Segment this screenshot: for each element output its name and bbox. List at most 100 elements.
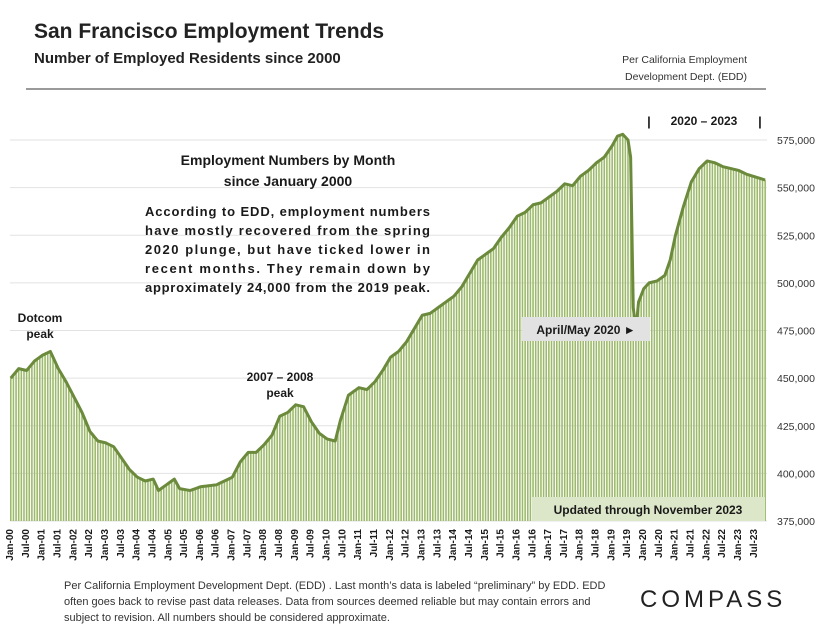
bar-month-162 <box>437 307 439 521</box>
bar-month-107 <box>292 407 294 521</box>
bar-month-190 <box>511 223 513 521</box>
bar-month-82 <box>226 479 228 521</box>
bar-month-250 <box>669 260 671 521</box>
bar-month-85 <box>234 472 236 521</box>
bar-month-30 <box>89 431 91 521</box>
bar-month-259 <box>693 177 695 521</box>
bar-month-139 <box>376 378 379 522</box>
x-tick-label-37: Jul-18 <box>591 529 602 558</box>
bar-month-9 <box>33 360 36 521</box>
bar-month-86 <box>236 467 239 521</box>
bar-month-105 <box>286 412 289 521</box>
bar-month-236 <box>632 307 635 521</box>
bar-month-76 <box>210 485 213 521</box>
bar-month-126 <box>342 411 344 521</box>
bar-month-5 <box>23 369 25 521</box>
x-tick-label-25: Jul-12 <box>401 529 412 558</box>
y-tick-label-7: 550,000 <box>777 183 815 195</box>
bar-month-96 <box>263 444 265 521</box>
bar-month-111 <box>302 406 305 521</box>
bar-month-39 <box>112 446 115 521</box>
trend-line <box>9 132 766 493</box>
bar-month-195 <box>524 212 526 521</box>
bar-month-16 <box>52 357 54 521</box>
bar-month-33 <box>97 440 99 521</box>
x-tick-label-42: Jan-21 <box>670 529 681 561</box>
x-tick-label-43: Jul-21 <box>686 529 697 558</box>
bar-month-197 <box>529 207 532 521</box>
bar-month-215 <box>577 179 579 521</box>
bar-month-244 <box>653 281 656 521</box>
bar-month-19 <box>60 373 62 521</box>
bar-month-25 <box>75 402 78 521</box>
x-tick-label-26: Jan-13 <box>416 529 427 561</box>
bar-month-279 <box>745 174 748 522</box>
bar-month-213 <box>571 185 574 521</box>
bar-month-44 <box>126 465 128 521</box>
chart-headline-line-1: Employment Numbers by Month <box>181 152 396 168</box>
bar-month-185 <box>497 240 500 521</box>
bar-month-143 <box>387 361 389 521</box>
bar-month-254 <box>679 216 682 521</box>
bar-month-219 <box>587 170 590 522</box>
bar-month-14 <box>46 352 49 521</box>
bar-month-47 <box>133 474 136 521</box>
bar-month-220 <box>590 167 592 521</box>
x-tick-label-18: Jan-09 <box>290 529 301 561</box>
footer-disclaimer: Per California Employment Development De… <box>64 580 606 624</box>
bar-month-268 <box>716 164 719 521</box>
bar-month-251 <box>672 247 674 521</box>
bar-month-166 <box>447 300 450 521</box>
bar-month-140 <box>379 374 381 521</box>
bar-month-15 <box>49 351 52 521</box>
dotcom-label-line-1: Dotcom <box>18 311 63 325</box>
bar-month-131 <box>355 389 358 521</box>
bar-month-142 <box>384 366 387 521</box>
bar-month-58 <box>162 486 165 521</box>
y-tick-label-3: 450,000 <box>777 373 815 385</box>
x-tick-label-7: Jul-03 <box>116 529 127 558</box>
x-tick-label-38: Jan-19 <box>606 529 617 561</box>
bar-month-214 <box>574 182 577 522</box>
range-marker-right: | <box>758 114 762 129</box>
x-tick-label-1: Jul-00 <box>21 529 32 558</box>
y-axis-ticks: 375,000 400,000 425,000 450,000 475,000 500,0… <box>777 135 815 528</box>
bar-month-71 <box>197 487 199 521</box>
bar-month-75 <box>207 485 210 521</box>
bar-month-119 <box>323 437 326 521</box>
bar-month-65 <box>181 489 184 521</box>
bar-month-187 <box>503 233 505 522</box>
x-tick-label-36: Jan-18 <box>575 529 586 561</box>
bar-month-36 <box>104 442 107 521</box>
bar-month-120 <box>326 439 329 521</box>
bar-month-101 <box>276 422 278 521</box>
bar-month-240 <box>643 288 645 521</box>
bar-month-60 <box>168 482 170 521</box>
bar-month-114 <box>310 421 313 521</box>
bar-month-211 <box>566 184 569 521</box>
y-tick-label-8: 575,000 <box>777 135 815 147</box>
bar-month-255 <box>682 206 685 521</box>
x-tick-label-9: Jul-04 <box>147 529 158 558</box>
bar-month-73 <box>202 486 205 521</box>
bar-month-178 <box>479 258 482 521</box>
x-tick-label-6: Jan-03 <box>100 529 111 561</box>
x-tick-label-35: Jul-17 <box>559 529 570 558</box>
bar-month-221 <box>592 165 595 521</box>
bar-month-155 <box>418 319 421 521</box>
bar-month-43 <box>123 461 125 521</box>
bar-month-256 <box>685 198 687 522</box>
bar-month-20 <box>62 377 65 521</box>
bar-month-137 <box>371 384 373 521</box>
bar-month-77 <box>213 485 215 521</box>
bar-month-272 <box>727 167 730 521</box>
x-tick-label-8: Jan-04 <box>132 529 143 561</box>
bar-month-136 <box>368 387 371 521</box>
x-tick-label-23: Jul-11 <box>369 529 380 558</box>
bar-month-147 <box>397 351 400 521</box>
bar-month-98 <box>268 438 271 521</box>
bar-month-158 <box>426 313 429 521</box>
bar-month-239 <box>640 295 642 521</box>
chart-headline-line-2: since January 2000 <box>224 173 353 189</box>
